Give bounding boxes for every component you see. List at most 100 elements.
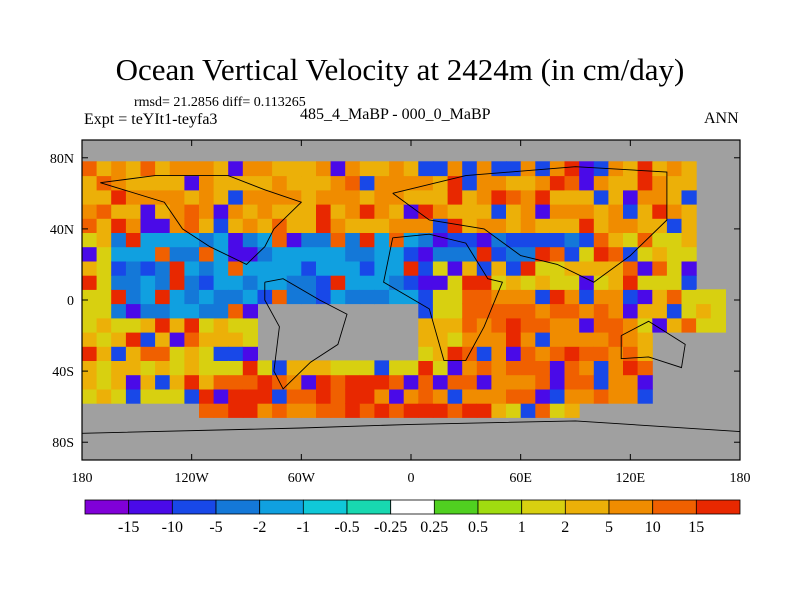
velocity-cell [242,175,258,191]
velocity-cell [96,275,112,290]
chart-title: Ocean Vertical Velocity at 2424m (in cm/… [115,52,685,87]
season-label: ANN [704,110,739,127]
map-field [81,140,741,460]
velocity-cell [476,246,492,262]
velocity-cell [140,204,156,219]
velocity-cell [242,403,258,418]
velocity-cell [140,218,156,233]
velocity-cell [418,232,434,248]
velocity-cell [199,332,215,347]
velocity-cell [652,232,668,248]
velocity-cell [447,232,463,248]
velocity-cell [155,260,171,276]
velocity-cell [125,289,142,305]
velocity-cell [169,175,185,191]
velocity-cell [169,388,185,404]
velocity-cell [199,303,215,319]
velocity-cell [608,204,624,219]
velocity-cell [228,346,244,361]
velocity-cell [403,175,419,191]
velocity-cell [652,218,668,233]
velocity-cell [213,403,229,418]
colorbar-label: -0.5 [334,519,359,536]
velocity-cell [491,204,507,219]
velocity-cell [666,189,683,205]
velocity-cell [82,317,98,333]
velocity-cell [681,260,697,276]
velocity-cell [286,289,302,305]
velocity-cell [432,317,449,333]
velocity-cell [330,403,346,418]
velocity-cell [535,275,551,290]
velocity-cell [506,289,522,305]
velocity-cell [623,346,639,361]
velocity-cell [579,189,595,205]
velocity-cell [228,175,244,191]
velocity-cell [330,289,346,305]
velocity-cell [374,374,390,390]
velocity-cell [506,175,522,191]
velocity-cell [272,289,288,305]
velocity-cell [155,346,171,361]
velocity-cell [286,204,302,219]
velocity-cell [242,388,258,404]
velocity-cell [228,317,244,333]
velocity-cell [491,246,507,262]
velocity-cell [374,388,390,404]
velocity-cell [374,246,390,262]
velocity-cell [462,374,478,390]
velocity-cell [125,246,142,262]
velocity-cell [242,189,258,205]
velocity-cell [520,289,536,305]
velocity-cell [666,232,683,248]
velocity-cell [579,346,595,361]
velocity-cell [272,204,288,219]
velocity-cell [286,260,302,276]
velocity-cell [301,289,317,305]
velocity-cell [549,332,566,347]
velocity-cell [169,189,185,205]
velocity-cell [593,346,609,361]
velocity-cell [462,260,478,276]
velocity-cell [549,388,566,404]
velocity-cell [345,289,361,305]
velocity-cell [169,303,185,319]
velocity-cell [681,204,697,219]
velocity-cell [418,360,434,376]
velocity-cell [623,260,639,276]
velocity-cell [125,218,142,233]
velocity-cell [564,403,580,418]
velocity-cell [374,189,390,205]
velocity-cell [681,246,697,262]
velocity-cell [389,388,405,404]
velocity-cell [82,346,98,361]
velocity-cell [184,374,200,390]
velocity-cell [169,332,185,347]
velocity-cell [418,346,434,361]
velocity-cell [549,403,566,418]
velocity-cell [535,204,551,219]
velocity-cell [184,317,200,333]
velocity-cell [432,289,449,305]
velocity-cell [476,260,492,276]
velocity-cell [359,204,375,219]
velocity-cell [125,303,142,319]
velocity-cell [111,260,127,276]
velocity-cell [111,246,127,262]
velocity-cell [374,360,390,376]
velocity-cell [111,374,127,390]
velocity-cell [330,360,346,376]
velocity-cell [476,204,492,219]
velocity-cell [111,303,127,319]
velocity-cell [418,275,434,290]
velocity-cell [637,175,653,191]
velocity-cell [564,303,580,319]
velocity-cell [579,246,595,262]
velocity-cell [169,275,185,290]
velocity-cell [476,374,492,390]
velocity-cell [374,175,390,191]
velocity-cell [432,374,449,390]
velocity-cell [579,388,595,404]
velocity-cell [257,388,273,404]
velocity-cell [140,175,156,191]
